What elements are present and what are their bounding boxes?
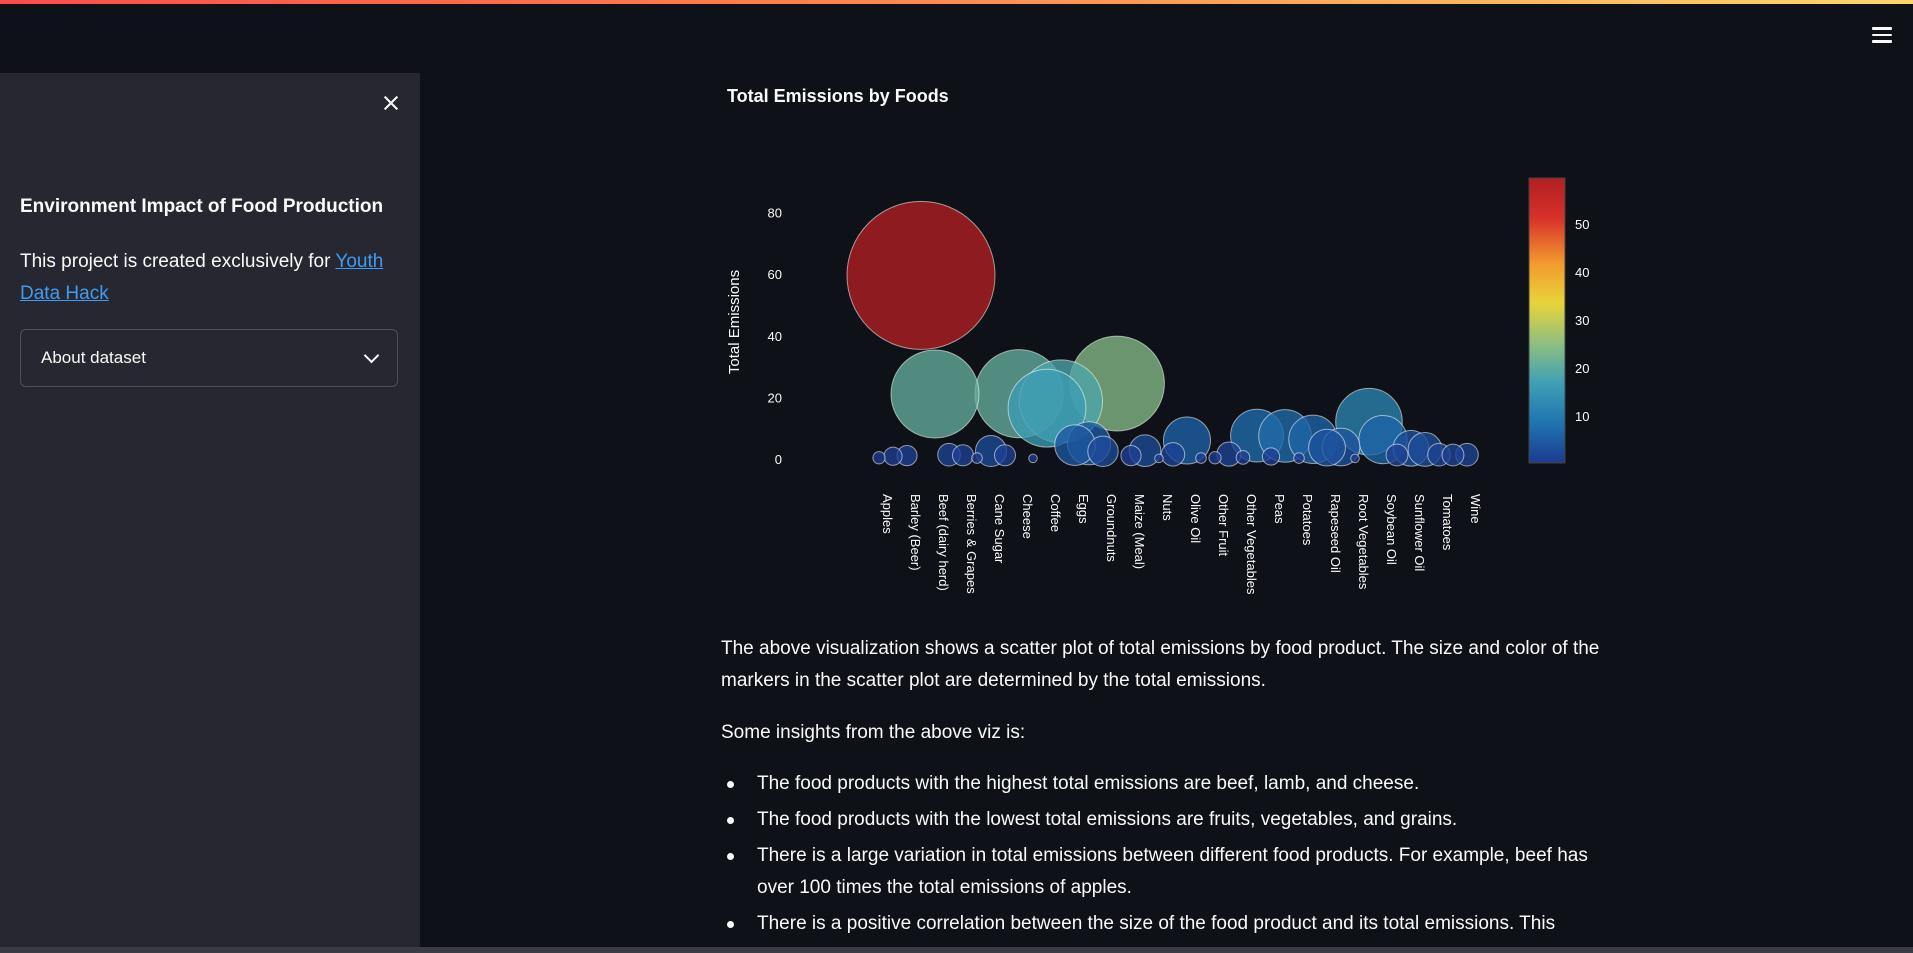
about-dataset-expander[interactable]: About dataset — [20, 329, 398, 387]
scatter-point[interactable] — [890, 349, 980, 439]
sidebar-text: This project is created exclusively for — [20, 251, 336, 272]
x-tick-label: Coffee — [1048, 494, 1063, 532]
insight-item: The food products with the lowest total … — [721, 804, 1601, 836]
x-tick-label: Cheese — [1020, 494, 1035, 539]
colorbar-tick-label: 50 — [1575, 217, 1589, 232]
x-tick-label: Wine — [1468, 494, 1483, 524]
insight-item: There is a large variation in total emis… — [721, 840, 1601, 904]
y-axis-label: Total Emissions — [726, 270, 743, 374]
x-tick-label: Groundnuts — [1104, 494, 1119, 562]
sidebar — [0, 73, 420, 953]
x-tick-label: Rapeseed Oil — [1328, 494, 1343, 573]
x-tick-label: Berries & Grapes — [964, 494, 979, 594]
x-tick-label: Other Fruit — [1216, 494, 1231, 557]
chevron-down-icon — [363, 347, 380, 364]
scatter-point[interactable] — [1441, 443, 1465, 467]
x-tick-label: Olive Oil — [1188, 494, 1203, 543]
scatter-point[interactable] — [1154, 453, 1164, 464]
colorbar — [1528, 177, 1566, 464]
scatter-point[interactable] — [1160, 442, 1186, 467]
close-icon[interactable] — [378, 90, 404, 116]
youth-data-hack-link[interactable]: Youth Data Hack — [20, 251, 384, 304]
colorbar-tick-label: 40 — [1575, 265, 1589, 280]
y-tick-label: 20 — [768, 390, 782, 405]
scatter-point[interactable] — [872, 451, 886, 465]
x-tick-label: Other Vegetables — [1244, 494, 1259, 595]
x-tick-label: Root Vegetables — [1356, 494, 1371, 590]
scatter-point[interactable] — [1235, 450, 1251, 465]
x-tick-label: Maize (Meal) — [1132, 494, 1147, 569]
scatter-point[interactable] — [1308, 428, 1346, 467]
scatter-point[interactable] — [1087, 435, 1119, 467]
x-tick-label: Nuts — [1160, 494, 1175, 521]
scatter-point[interactable] — [846, 200, 996, 350]
scatter-point[interactable] — [883, 446, 903, 466]
x-tick-label: Sunflower Oil — [1412, 494, 1427, 571]
colorbar-tick-label: 20 — [1575, 361, 1589, 376]
insight-item: The food products with the highest total… — [721, 768, 1601, 800]
sidebar-title: Environment Impact of Food Production — [20, 196, 384, 217]
insights-list: The food products with the highest total… — [721, 768, 1601, 944]
colorbar-tick-label: 30 — [1575, 313, 1589, 328]
x-tick-label: Soybean Oil — [1384, 494, 1399, 565]
chart-title: Total Emissions by Foods — [727, 86, 949, 106]
hamburger-menu-icon[interactable] — [1869, 22, 1895, 48]
y-tick-label: 0 — [775, 452, 782, 467]
bottom-scrollbar — [0, 947, 1913, 953]
scatter-point[interactable] — [1208, 451, 1222, 465]
x-tick-label: Apples — [880, 494, 895, 534]
scatter-point[interactable] — [1120, 445, 1142, 467]
x-tick-label: Tomatoes — [1440, 494, 1455, 551]
x-tick-label: Barley (Beer) — [908, 494, 923, 571]
x-tick-label: Cane Sugar — [992, 494, 1007, 564]
insight-item: There is a positive correlation between … — [721, 908, 1601, 940]
scatter-point[interactable] — [971, 452, 983, 464]
scatter-point[interactable] — [1385, 443, 1409, 467]
scatter-point[interactable] — [994, 444, 1016, 467]
scatter-point[interactable] — [1195, 452, 1207, 464]
scatter-point[interactable] — [1028, 453, 1038, 464]
scatter-point[interactable] — [952, 444, 974, 467]
colorbar-tick-label: 10 — [1575, 409, 1589, 424]
top-decoration-bar — [0, 0, 1913, 4]
x-tick-label: Beef (dairy herd) — [936, 494, 951, 591]
emissions-scatter-chart: 0 20 40 60 80 Total Emissions Apples Barley (… — [726, 177, 1589, 595]
x-tick-label: Eggs — [1076, 494, 1091, 524]
scatter-point[interactable] — [1350, 453, 1360, 464]
chart-description: The above visualization shows a scatter … — [721, 638, 1600, 691]
y-tick-label: 80 — [768, 206, 782, 221]
y-tick-label: 60 — [768, 267, 782, 282]
expander-label: About dataset — [41, 348, 146, 367]
insights-heading: Some insights from the above viz is: — [721, 722, 1026, 743]
scatter-point[interactable] — [1261, 447, 1281, 466]
scatter-point[interactable] — [1293, 452, 1305, 464]
x-tick-label: Peas — [1272, 494, 1287, 524]
sidebar-description: This project is created exclusively for … — [20, 246, 400, 310]
y-tick-label: 40 — [768, 329, 782, 344]
x-tick-label: Potatoes — [1300, 494, 1315, 546]
